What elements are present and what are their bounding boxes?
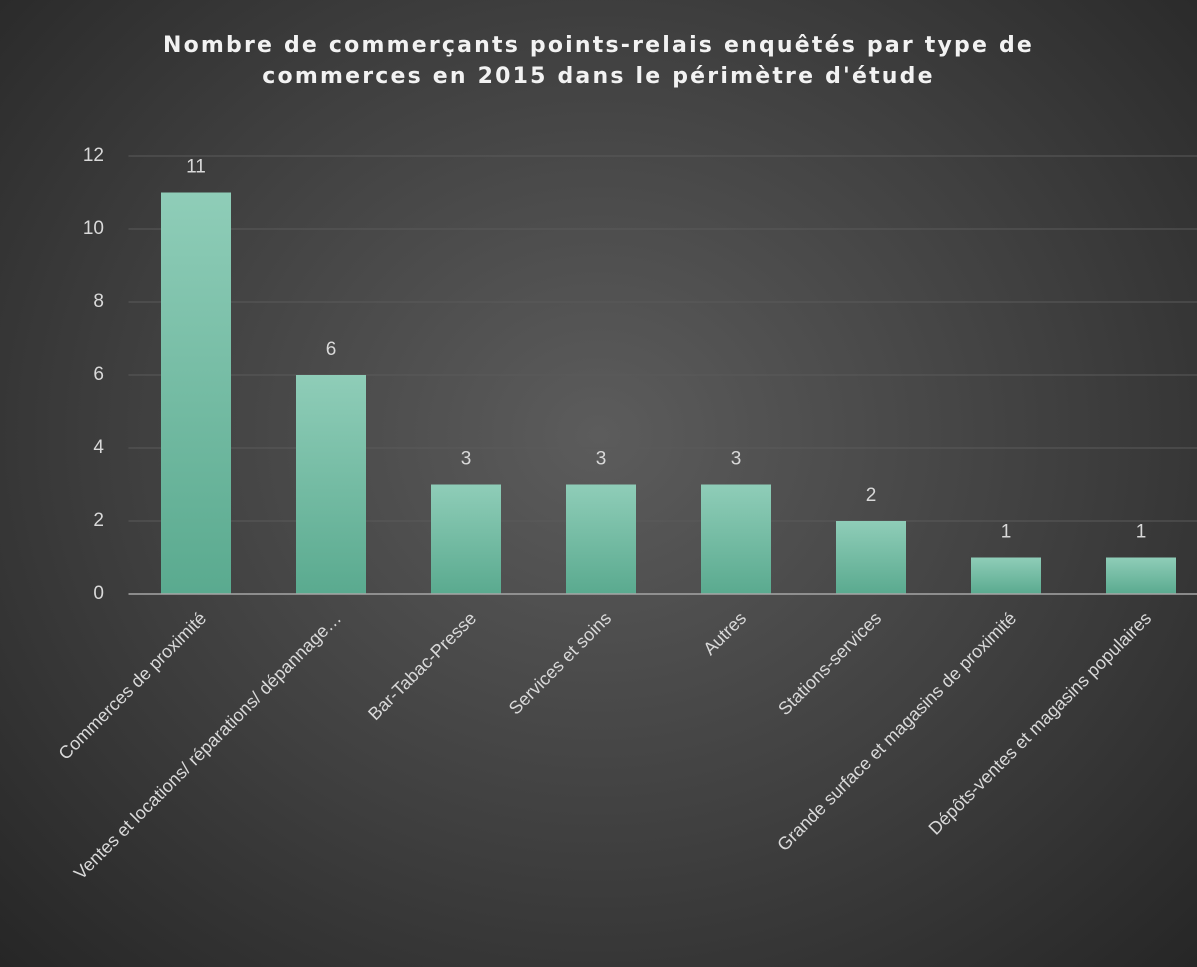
data-label: 11 [186,157,206,178]
data-label: 1 [1001,522,1012,543]
y-tick-label: 6 [93,364,104,385]
chart-title: Nombre de commerçants points-relais enqu… [162,33,1035,89]
y-tick-label: 2 [93,510,104,531]
data-label: 6 [326,339,337,360]
x-tick-label: Autres [699,608,750,659]
x-tick-label: Grande surface et magasins de proximité [773,608,1020,855]
data-label: 3 [731,449,742,470]
bar [296,375,366,594]
x-tick-label: Ventes et locations/ réparations/ dépann… [70,608,345,883]
x-tick-label: Stations-services [774,608,885,719]
title-wrap: Nombre de commerçants points-relais enqu… [0,30,1197,92]
bar [566,484,636,594]
x-tick-label: Services et soins [505,608,615,718]
y-tick-label: 4 [93,437,104,458]
bar [701,484,771,594]
x-tick-label: Bar-Tabac-Presse [364,608,480,724]
data-label: 3 [461,449,472,470]
bar [971,557,1041,594]
y-tick-label: 10 [83,218,104,239]
y-tick-label: 8 [93,291,104,312]
y-tick-label: 12 [83,145,104,166]
bar [1106,557,1176,594]
x-tick-label: Dépôts-ventes et magasins populaires [925,608,1156,839]
bar [161,192,231,594]
y-tick-label: 0 [93,583,104,604]
bar [431,484,501,594]
data-label: 3 [596,449,607,470]
data-label: 1 [1136,522,1147,543]
data-label: 2 [866,485,877,506]
x-tick-label: Commerces de proximité [55,608,211,764]
bar [836,521,906,594]
